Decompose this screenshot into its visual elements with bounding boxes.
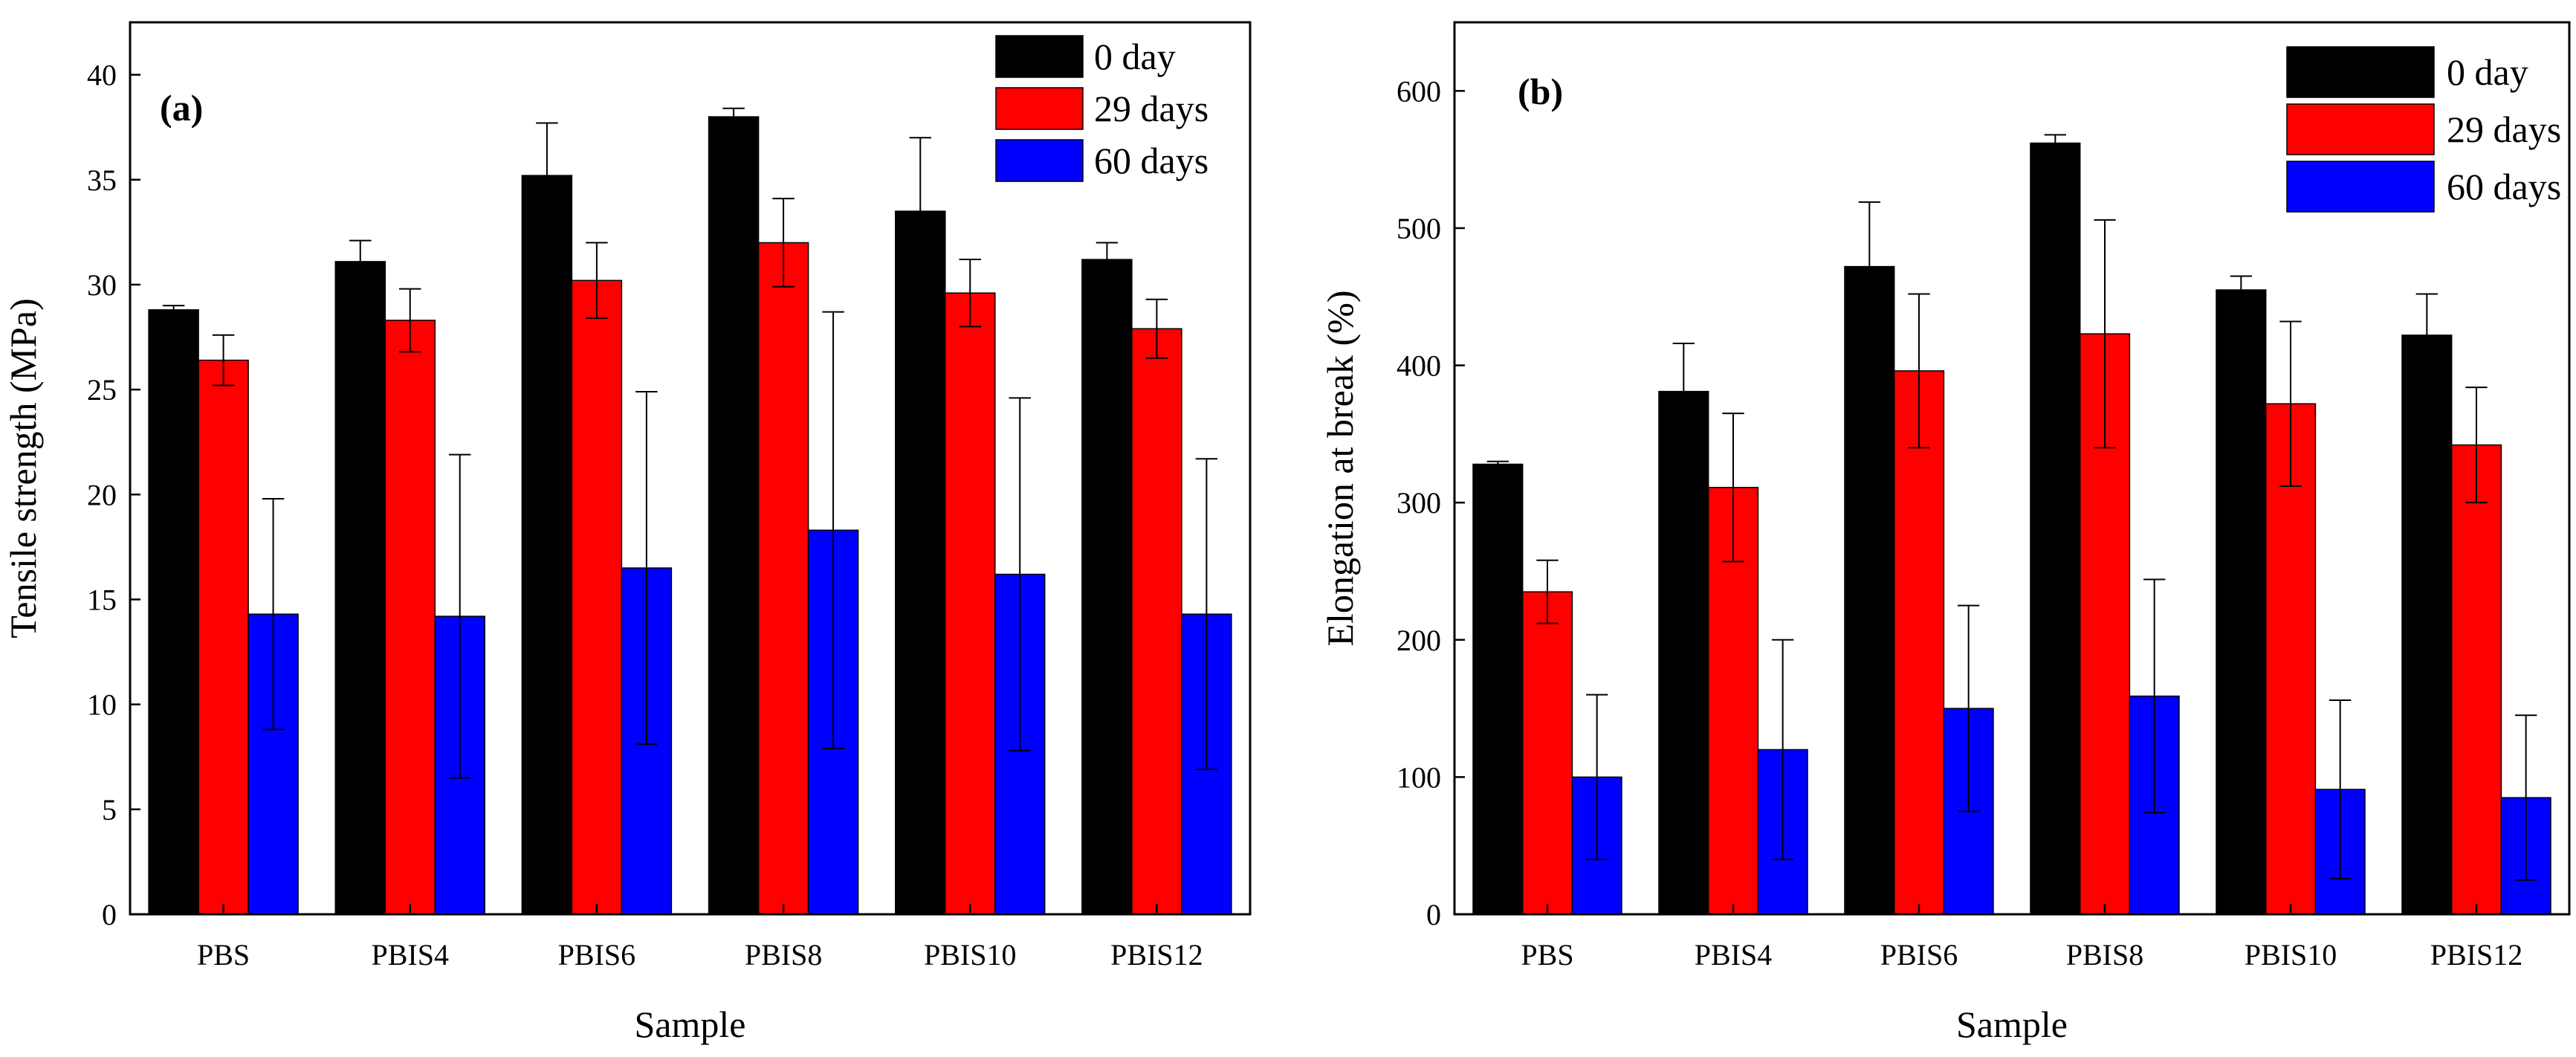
bar-PBIS4-series0 xyxy=(334,261,386,915)
bar-PBIS10-series0 xyxy=(2216,289,2267,915)
x-tick-label-PBS: PBS xyxy=(1521,938,1573,972)
legend-swatch-series2 xyxy=(2286,161,2435,213)
bar-PBIS8-series1 xyxy=(757,242,809,915)
y-tick-label: 40 xyxy=(87,59,117,92)
bar-PBIS4-series0 xyxy=(1658,390,1709,915)
x-tick-label-PBIS12: PBIS12 xyxy=(1110,938,1203,972)
y-tick-label: 5 xyxy=(102,793,117,827)
bar-PBS-series0 xyxy=(1472,463,1524,915)
chart-panel-1: 0 5 10 15 20 25 30 35 40 PBS PBIS4 PBIS6 PBIS8 PBIS10… xyxy=(2,21,1252,1045)
y-tick-label: 15 xyxy=(87,583,117,616)
x-tick-label-PBIS10: PBIS10 xyxy=(924,938,1017,972)
y-tick-label: 10 xyxy=(87,688,117,722)
bar-PBIS10-series0 xyxy=(895,210,946,915)
y-tick-label: 100 xyxy=(1397,760,1441,794)
legend-swatch-series0 xyxy=(2286,46,2435,98)
x-tick-label-PBIS10: PBIS10 xyxy=(2245,938,2337,972)
legend-label-series0: 0 day xyxy=(1094,36,1176,77)
y-tick-label: 25 xyxy=(87,373,117,407)
bar-PBIS12-series1 xyxy=(1131,328,1182,915)
x-tick-label-PBS: PBS xyxy=(197,938,250,972)
bar-PBIS4-series1 xyxy=(384,320,436,915)
y-tick-label: 30 xyxy=(87,268,117,302)
legend-label-series1: 29 days xyxy=(2447,109,2561,150)
bar-PBIS6-series0 xyxy=(521,175,573,915)
panel-label: (b) xyxy=(1518,71,1563,112)
bar-PBIS10-series1 xyxy=(945,292,996,915)
legend-label-series2: 60 days xyxy=(1094,140,1208,181)
x-tick-label-PBIS6: PBIS6 xyxy=(558,938,636,972)
legend-swatch-series1 xyxy=(2286,103,2435,155)
legend-swatch-series0 xyxy=(995,35,1084,78)
legend: 0 day 29 days 60 days xyxy=(2286,46,2561,213)
bar-PBS-series0 xyxy=(148,309,199,915)
x-axis-title: Sample xyxy=(635,1003,746,1045)
bar-PBIS10-series1 xyxy=(2265,403,2317,915)
y-tick-label: 20 xyxy=(87,478,117,511)
y-axis-title: Tensile strength (MPa) xyxy=(2,298,44,639)
legend-label-series0: 0 day xyxy=(2447,51,2528,93)
bar-PBIS12-series0 xyxy=(1081,259,1133,915)
x-tick-label-PBIS6: PBIS6 xyxy=(1880,938,1958,972)
y-tick-label: 200 xyxy=(1397,624,1441,657)
y-tick-label: 500 xyxy=(1397,212,1441,245)
plot-frame xyxy=(129,21,1252,916)
legend-swatch-series2 xyxy=(995,139,1084,182)
y-tick-label: 35 xyxy=(87,164,117,197)
bar-PBIS8-series0 xyxy=(2030,142,2081,915)
bar-PBS-series1 xyxy=(1521,591,1573,915)
y-tick-label: 400 xyxy=(1397,349,1441,383)
chart-panel-2: 0 100 200 300 400 500 600 PBS PBIS4 PBIS6 PBIS8 PBI… xyxy=(1319,21,2571,1045)
y-tick-label: 300 xyxy=(1397,486,1441,520)
plot-frame xyxy=(1453,21,2571,916)
bar-PBIS6-series0 xyxy=(1844,265,1895,915)
bar-PBIS8-series0 xyxy=(708,116,760,915)
legend-label-series1: 29 days xyxy=(1094,88,1208,129)
legend-label-series2: 60 days xyxy=(2447,166,2561,207)
bar-PBIS6-series1 xyxy=(571,279,623,915)
panel-label: (a) xyxy=(160,87,203,129)
legend: 0 day 29 days 60 days xyxy=(995,35,1208,182)
y-tick-label: 0 xyxy=(1426,898,1441,931)
x-axis-title: Sample xyxy=(1956,1003,2068,1045)
bar-PBS-series1 xyxy=(198,359,249,915)
legend-swatch-series1 xyxy=(995,87,1084,130)
y-tick-label: 0 xyxy=(102,898,117,931)
x-tick-label-PBIS12: PBIS12 xyxy=(2430,938,2523,972)
x-tick-label-PBIS4: PBIS4 xyxy=(372,938,450,972)
x-tick-label-PBIS8: PBIS8 xyxy=(2066,938,2144,972)
y-axis-title: Elongation at break (%) xyxy=(1319,291,1361,647)
bar-PBIS12-series0 xyxy=(2401,334,2453,915)
x-tick-label-PBIS8: PBIS8 xyxy=(745,938,823,972)
y-tick-label: 600 xyxy=(1397,74,1441,108)
bar-PBIS12-series1 xyxy=(2450,444,2502,915)
x-tick-label-PBIS4: PBIS4 xyxy=(1695,938,1773,972)
bar-PBIS6-series1 xyxy=(1893,370,1945,915)
